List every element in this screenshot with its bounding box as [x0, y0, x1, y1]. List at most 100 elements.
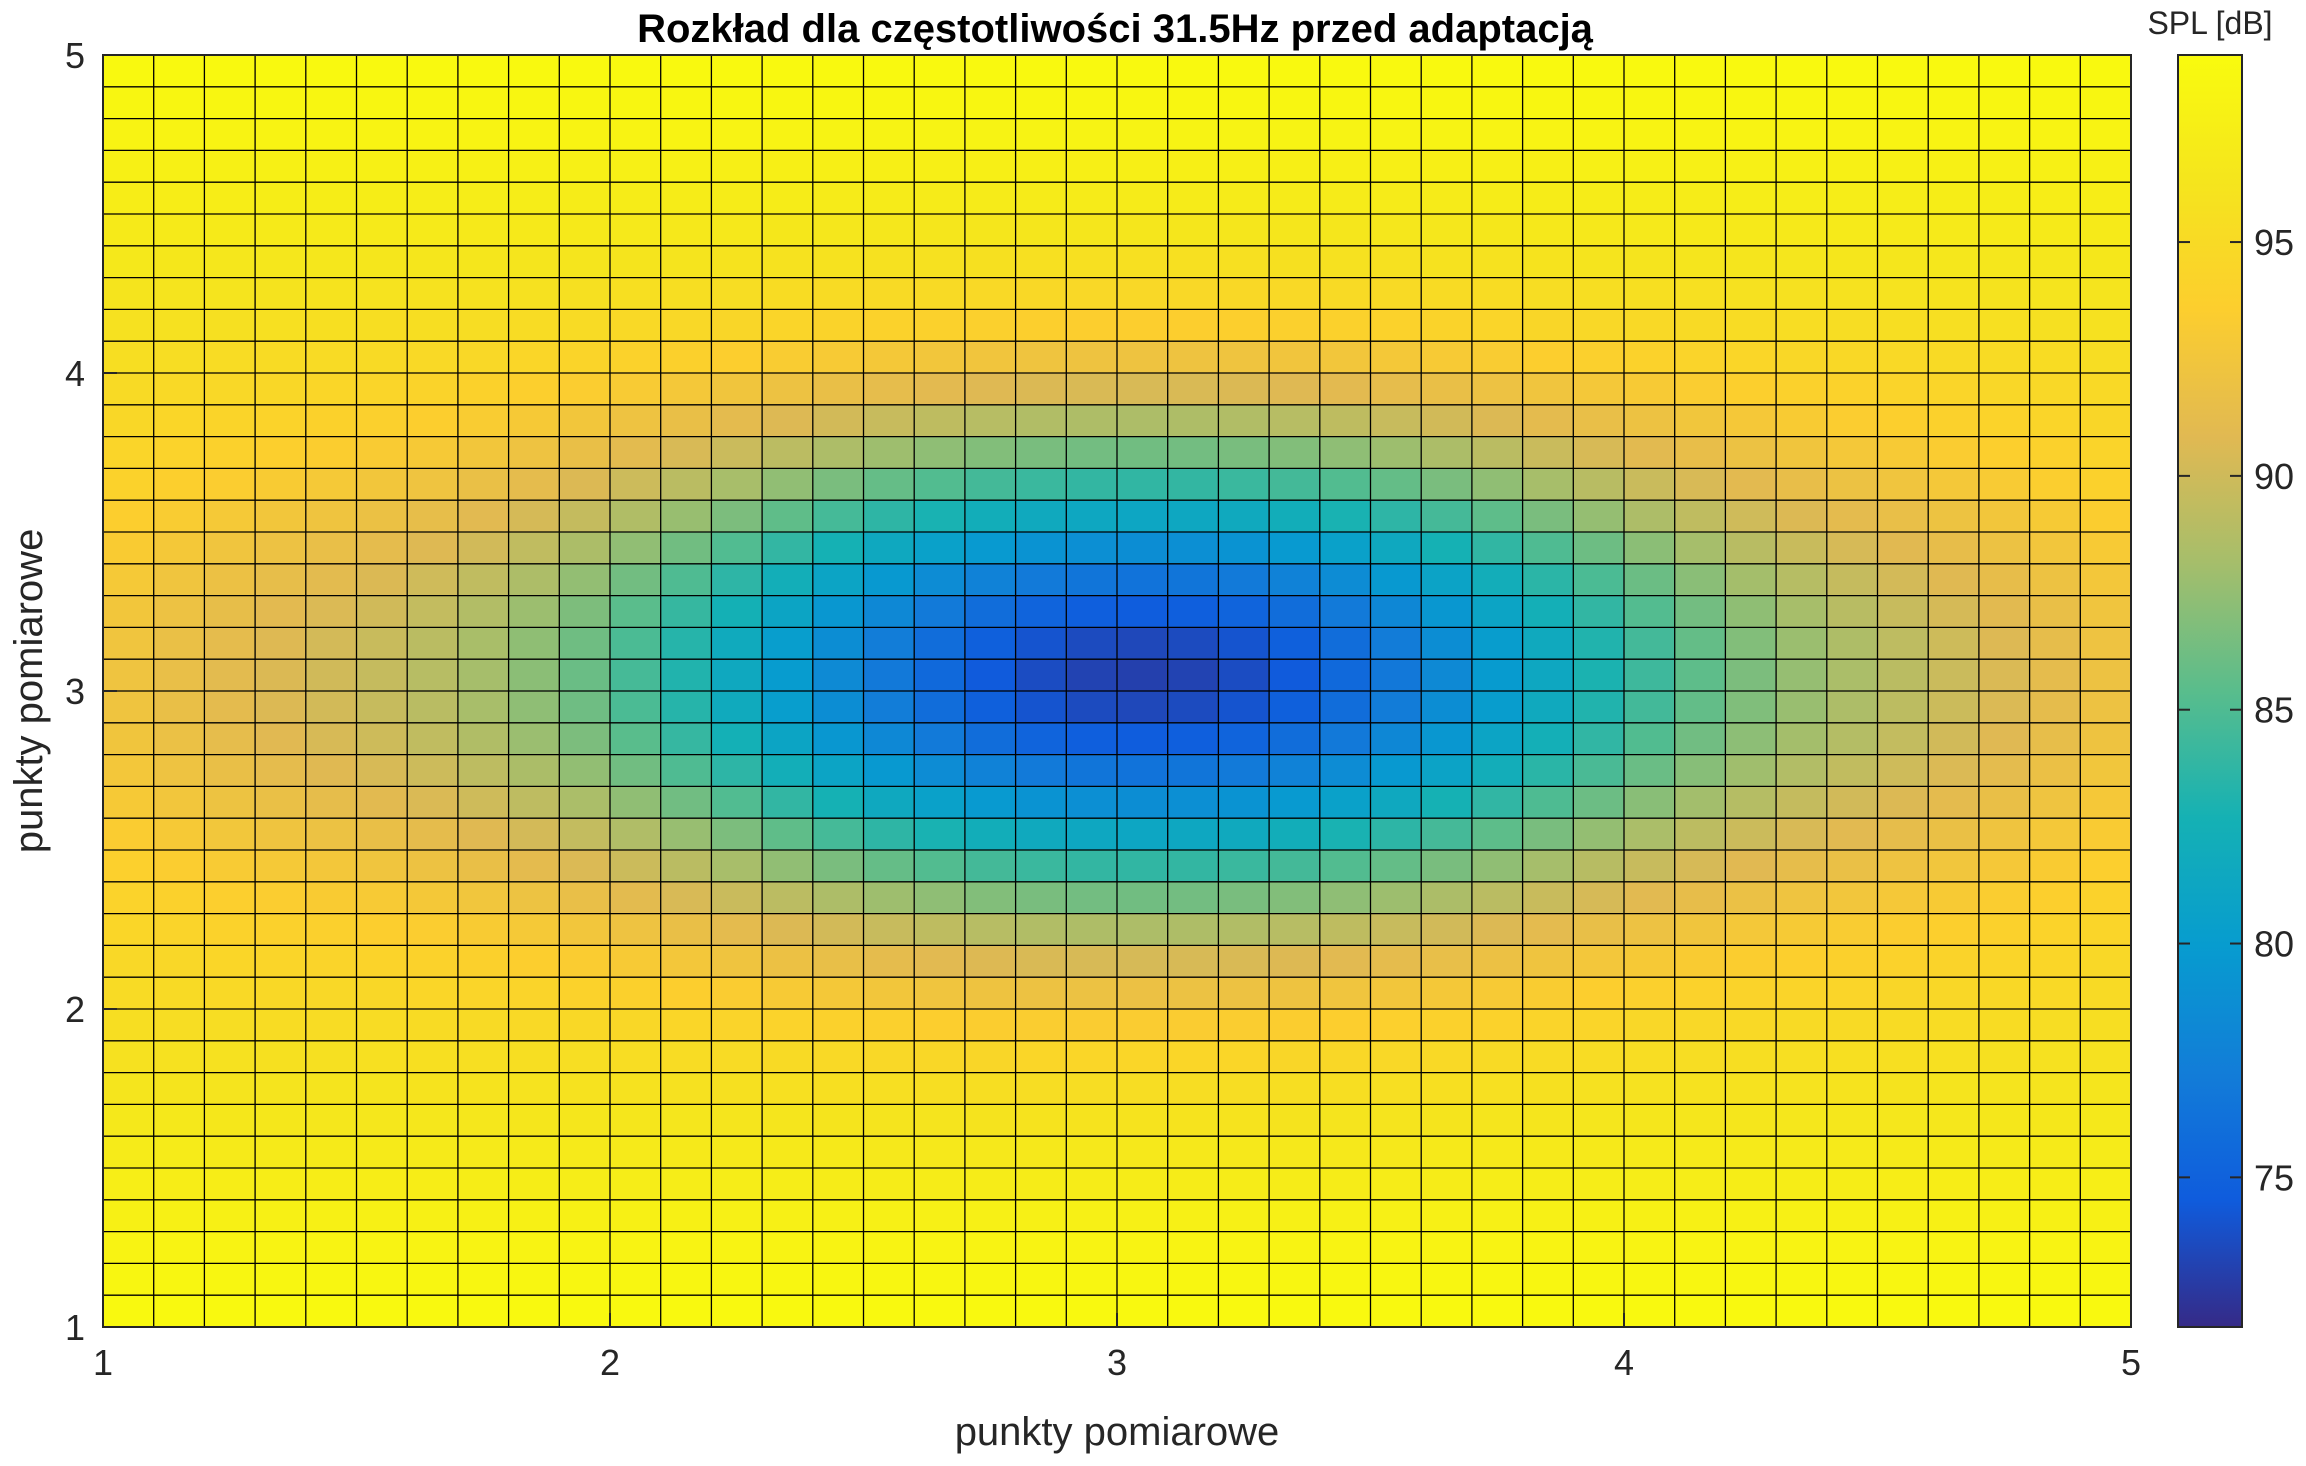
heatmap-cell	[2080, 1168, 2132, 1201]
colorbar-tick-label: 90	[2254, 456, 2294, 497]
heatmap-cell	[1370, 309, 1422, 342]
heatmap-cell	[2080, 722, 2132, 756]
heatmap-cell	[964, 1040, 1017, 1074]
heatmap-cell	[1978, 913, 2031, 946]
x-axis-label: punkty pomiarowe	[955, 1410, 1280, 1454]
heatmap-cell	[2080, 373, 2132, 406]
heatmap-cell	[711, 214, 763, 247]
heatmap-cell	[1573, 1199, 1625, 1233]
heatmap-cell	[2029, 563, 2081, 597]
heatmap-cell	[1471, 1295, 1524, 1328]
heatmap-cell	[356, 722, 408, 756]
heatmap-cell	[2080, 214, 2132, 247]
heatmap-cell	[1471, 818, 1524, 851]
heatmap-cell	[407, 341, 459, 374]
heatmap-cell	[914, 1040, 966, 1074]
heatmap-cell	[1978, 563, 2031, 597]
heatmap-cell	[1269, 595, 1321, 628]
heatmap-cell	[1877, 1009, 1929, 1042]
heatmap-cell	[914, 754, 966, 787]
heatmap-cell	[407, 182, 459, 215]
heatmap-cell	[1826, 945, 1878, 978]
heatmap-cell	[559, 945, 611, 978]
heatmap-cell	[1674, 373, 1726, 406]
heatmap-cell	[1826, 881, 1878, 915]
heatmap-cell	[1218, 1295, 1270, 1328]
heatmap-cell	[610, 500, 662, 533]
heatmap-cell	[1877, 55, 1929, 88]
heatmap-cell	[2029, 977, 2081, 1010]
heatmap-cell	[1573, 309, 1625, 342]
heatmap-cell	[1928, 881, 1980, 915]
heatmap-cell	[305, 659, 357, 692]
heatmap-cell	[1826, 436, 1878, 469]
heatmap-cell	[457, 214, 510, 247]
heatmap-cell	[1624, 468, 1676, 501]
heatmap-cell	[1928, 150, 1980, 183]
heatmap-cell	[610, 786, 662, 819]
heatmap-cell	[1725, 850, 1777, 883]
heatmap-cell	[1421, 722, 1473, 756]
heatmap-cell	[964, 1104, 1017, 1137]
heatmap-cell	[1117, 1040, 1169, 1074]
heatmap-cell	[964, 373, 1017, 406]
heatmap-cell	[1573, 1136, 1625, 1169]
heatmap-cell	[1370, 214, 1422, 247]
heatmap-cell	[1725, 150, 1777, 183]
heatmap-cell	[508, 309, 560, 342]
heatmap-cell	[204, 1263, 256, 1296]
heatmap-cell	[204, 754, 256, 787]
heatmap-cell	[103, 55, 155, 88]
heatmap-cell	[2029, 309, 2081, 342]
heatmap-cell	[153, 500, 205, 533]
heatmap-cell	[1978, 1231, 2031, 1264]
heatmap-cell	[1674, 691, 1726, 724]
heatmap-cell	[407, 150, 459, 183]
heatmap-cell	[559, 881, 611, 915]
heatmap-cell	[1066, 850, 1118, 883]
heatmap-cell	[660, 436, 712, 469]
heatmap-cell	[964, 277, 1017, 310]
heatmap-cell	[1624, 436, 1676, 469]
heatmap-cell	[1269, 500, 1321, 533]
heatmap-cell	[1776, 627, 1828, 660]
heatmap-cell	[305, 1263, 357, 1296]
heatmap-cell	[2080, 1199, 2132, 1233]
heatmap-cell	[1319, 786, 1371, 819]
heatmap-cell	[305, 118, 357, 151]
heatmap-cell	[1218, 945, 1270, 978]
heatmap-cell	[762, 1104, 814, 1137]
heatmap-cell	[356, 1009, 408, 1042]
heatmap-cell	[1522, 659, 1574, 692]
heatmap-cell	[2029, 500, 2081, 533]
heatmap-cell	[1167, 913, 1219, 946]
heatmap-cell	[407, 595, 459, 628]
heatmap-cell	[356, 500, 408, 533]
heatmap-cell	[1117, 277, 1169, 310]
heatmap-cell	[103, 245, 155, 279]
heatmap-cell	[1928, 627, 1980, 660]
heatmap-cell	[2029, 436, 2081, 469]
heatmap-cell	[1015, 500, 1067, 533]
heatmap-cell	[1877, 1168, 1929, 1201]
heatmap-cell	[153, 1263, 205, 1296]
heatmap-cell	[1421, 55, 1473, 88]
heatmap-cell	[153, 1168, 205, 1201]
heatmap-cell	[1117, 881, 1169, 915]
heatmap-cell	[1167, 659, 1219, 692]
heatmap-cell	[1319, 309, 1371, 342]
heatmap-cell	[610, 691, 662, 724]
heatmap-cell	[356, 595, 408, 628]
heatmap-cell	[255, 881, 307, 915]
heatmap-cell	[1319, 245, 1371, 279]
heatmap-cell	[610, 595, 662, 628]
heatmap-cell	[2029, 850, 2081, 883]
heatmap-cell	[1776, 245, 1828, 279]
heatmap-cell	[1015, 913, 1067, 946]
heatmap-cell	[1725, 1009, 1777, 1042]
heatmap-cell	[305, 1136, 357, 1169]
heatmap-cell	[1725, 277, 1777, 310]
heatmap-cell	[1928, 1040, 1980, 1074]
heatmap-cell	[356, 1231, 408, 1264]
heatmap-cell	[1269, 1231, 1321, 1264]
